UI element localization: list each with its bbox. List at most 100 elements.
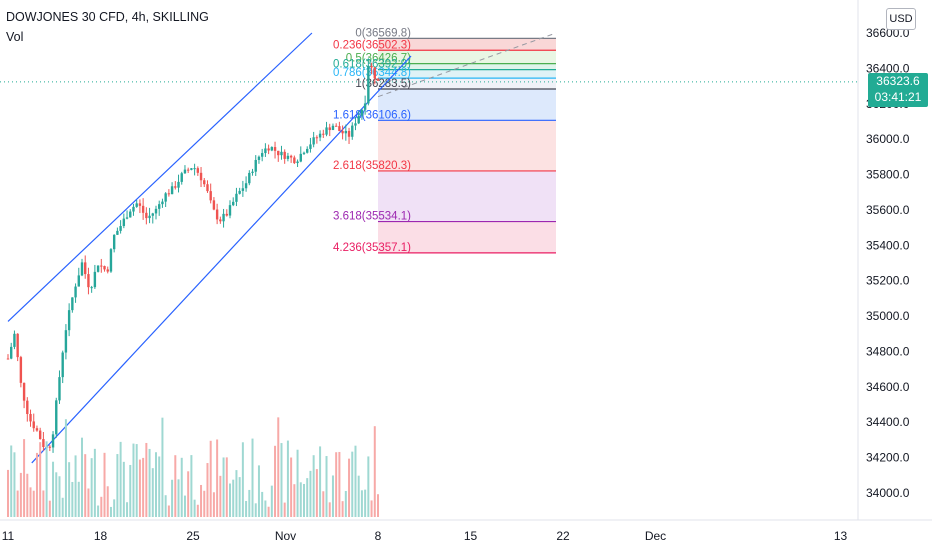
volume-bar [222,457,225,517]
fib-band [378,78,556,89]
volume-bar [241,442,244,517]
candle-body [254,159,257,172]
volume-bar [106,486,109,517]
volume-bar [161,417,164,517]
candle-body [228,205,232,216]
volume-bar [338,451,341,517]
currency-button[interactable]: USD [886,8,916,30]
volume-bar [113,499,116,517]
candle-body [64,330,68,353]
fib-band [378,63,556,70]
volume-bar [296,449,299,517]
candle-body [338,126,341,132]
candle-body [151,213,154,216]
candle-body [273,147,277,151]
volume-bar [142,457,145,517]
volume-bar [35,452,38,517]
fib-band [378,88,556,121]
candle-body [42,439,45,448]
volume-bar [212,492,215,517]
volume-bar [299,482,302,517]
candle-body [35,428,39,431]
candle-body [141,205,145,213]
candle-body [13,333,16,347]
volume-bar [119,441,122,517]
fib-level-label: 1.618(36106.6) [333,109,411,121]
volume-bar [180,457,183,517]
candle-body [318,133,322,138]
candle-body [125,217,129,219]
candle-body [360,109,364,116]
x-tick-label: Dec [645,529,666,543]
volume-bar [167,505,170,517]
volume-bar [377,494,379,517]
candle-body [206,184,209,192]
volume-bar [254,503,257,517]
last-price-tag: 36323.6 03:41:21 [868,73,928,107]
volume-bar [209,440,212,517]
candle-body [87,274,90,288]
candle-body [32,421,35,429]
candle-body [51,434,55,448]
volume-bar [42,490,45,517]
volume-bar [367,456,370,517]
candle-body [283,151,286,159]
x-tick-label: 8 [375,529,382,543]
candle-body [212,200,216,210]
candle-body [344,130,348,134]
candle-body [354,123,357,126]
volume-bar [331,475,334,517]
volume-bar [71,481,74,517]
y-tick-label: 34800.0 [866,344,910,358]
last-price-countdown: 03:41:21 [874,90,922,104]
candle-body [122,218,126,227]
volume-bar [325,456,328,517]
candle-body [209,191,212,201]
candle-body [16,333,19,358]
volume-bar [232,479,235,517]
volume-bar [238,477,241,517]
volume-bar [16,490,19,517]
candle-body [109,249,113,272]
volume-bar [261,491,264,517]
volume-bar [373,426,376,517]
volume-bar [335,452,338,517]
volume-bar [309,470,312,517]
candle-body [74,286,77,298]
volume-bar [174,455,177,517]
candle-body [161,201,164,205]
candle-body [222,213,225,222]
volume-bar [306,478,309,517]
volume-bar [129,464,132,517]
candle-body [235,193,238,202]
fib-level-label: 2.618(35820.3) [333,160,411,172]
volume-bar [206,463,209,517]
volume-bar [183,495,186,517]
candle-body [299,153,302,162]
candle-body [232,201,235,206]
volume-bar [225,457,228,517]
candle-body [241,188,245,191]
volume-bar [322,491,325,517]
candle-body [306,148,309,153]
candle-body [158,204,161,209]
candle-body [347,130,351,137]
volume-bar [100,496,103,517]
candle-body [370,65,373,68]
volume-bar [360,490,363,517]
candle-body [183,169,187,174]
candle-body [312,137,315,145]
volume-bar [52,461,55,517]
volume-bar [138,459,141,517]
candle-body [61,352,64,378]
volume-bar [81,437,83,517]
volume-bar [344,490,347,517]
candle-body [112,234,116,250]
y-tick-label: 34000.0 [866,486,910,500]
volume-bar [354,445,357,517]
volume-bar [13,452,16,517]
fib-band [378,50,556,64]
candle-body [38,430,42,440]
